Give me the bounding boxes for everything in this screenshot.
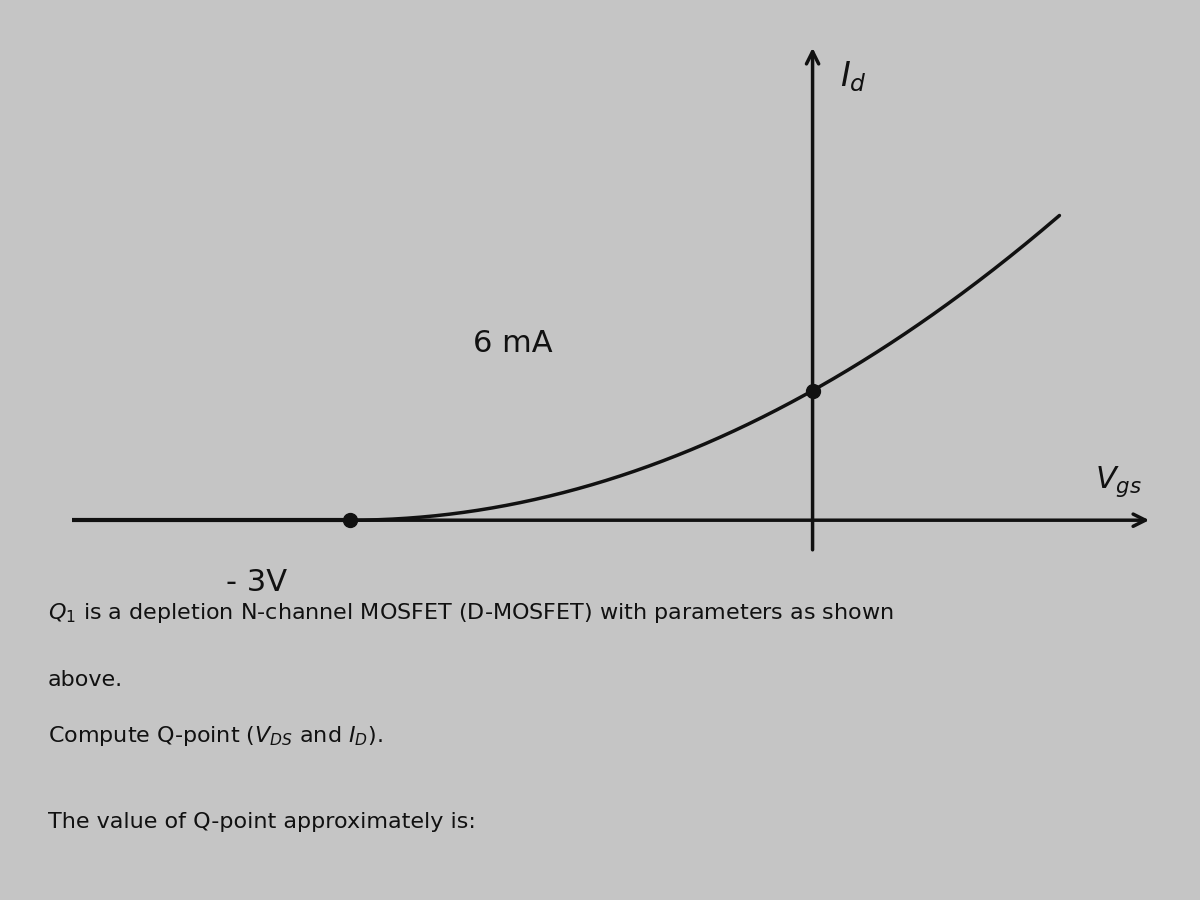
Text: above.: above. [48, 670, 122, 690]
Text: $V_{gs}$: $V_{gs}$ [1094, 464, 1142, 499]
Text: $I_d$: $I_d$ [840, 59, 868, 94]
Text: Compute Q-point ($V_{DS}$ and $I_D$).: Compute Q-point ($V_{DS}$ and $I_D$). [48, 724, 383, 748]
Text: 6 mA: 6 mA [473, 329, 553, 358]
Text: $Q_1$ is a depletion N-channel MOSFET (D-MOSFET) with parameters as shown: $Q_1$ is a depletion N-channel MOSFET (D… [48, 601, 893, 625]
Text: - 3V: - 3V [227, 568, 288, 597]
Text: The value of Q-point approximately is:: The value of Q-point approximately is: [48, 812, 475, 832]
